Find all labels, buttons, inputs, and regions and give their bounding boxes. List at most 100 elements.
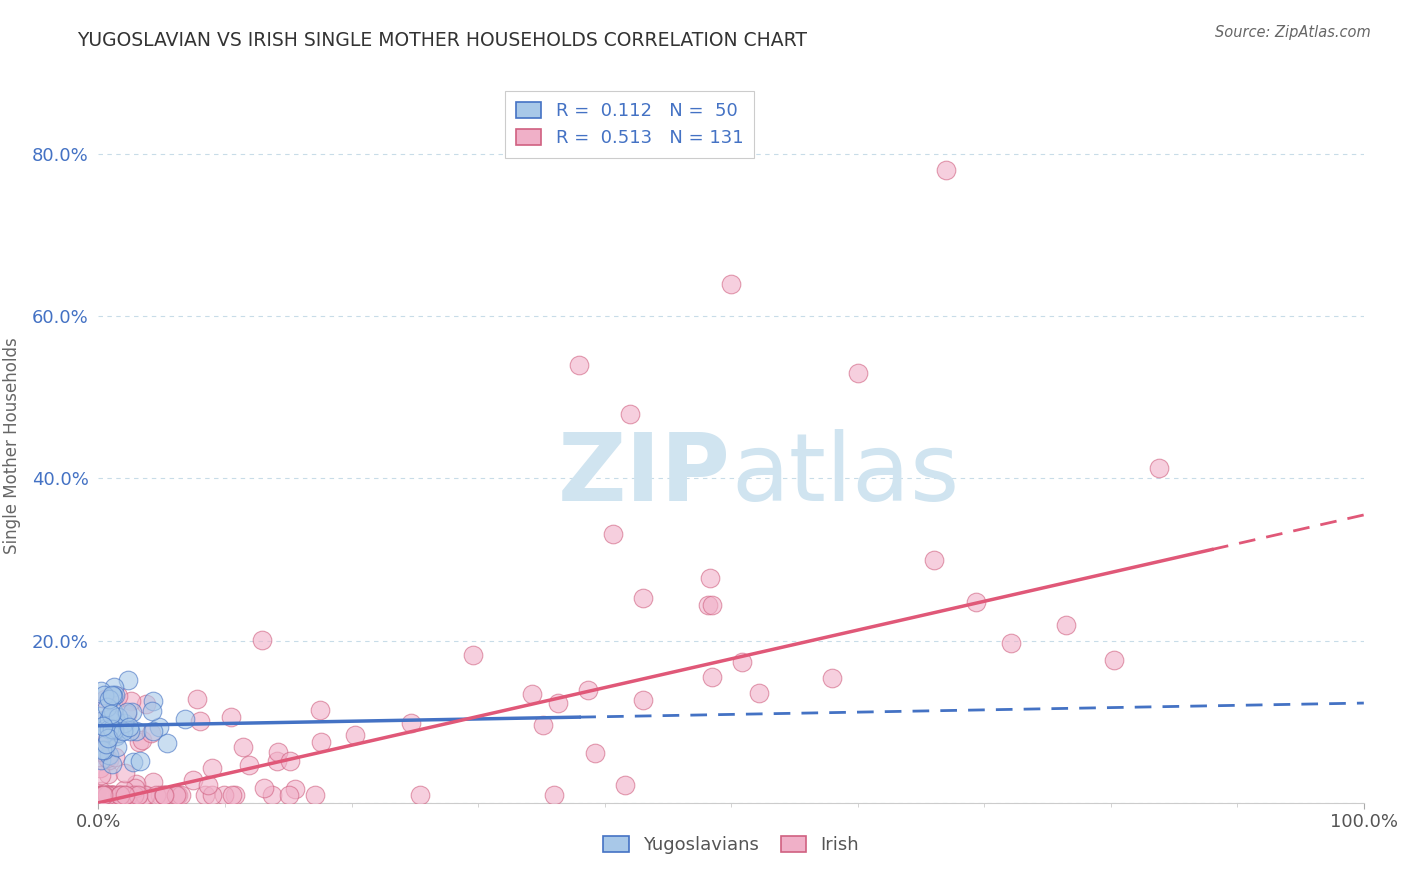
Point bbox=[89, 788, 111, 802]
Point bbox=[188, 714, 211, 728]
Point bbox=[124, 788, 146, 802]
Point bbox=[115, 706, 138, 721]
Point bbox=[602, 526, 624, 541]
Point bbox=[1102, 653, 1125, 667]
Point bbox=[531, 718, 554, 732]
Point bbox=[112, 721, 135, 735]
Point bbox=[221, 788, 243, 802]
Point bbox=[148, 720, 170, 734]
Point bbox=[98, 788, 121, 802]
Point bbox=[124, 788, 146, 802]
Point bbox=[965, 595, 987, 609]
Point bbox=[262, 788, 284, 802]
Point bbox=[90, 753, 112, 767]
Point bbox=[186, 692, 208, 706]
Point bbox=[197, 778, 219, 792]
Point bbox=[90, 728, 112, 742]
Point bbox=[117, 673, 139, 687]
Point bbox=[91, 788, 114, 802]
Point bbox=[935, 163, 957, 178]
Point bbox=[700, 670, 723, 684]
Point bbox=[96, 734, 118, 748]
Point bbox=[100, 711, 122, 725]
Point bbox=[91, 719, 114, 733]
Point bbox=[93, 743, 115, 757]
Point bbox=[107, 788, 129, 802]
Point bbox=[181, 772, 204, 787]
Text: Source: ZipAtlas.com: Source: ZipAtlas.com bbox=[1215, 25, 1371, 40]
Point bbox=[614, 778, 637, 792]
Point bbox=[253, 781, 276, 796]
Point bbox=[98, 712, 121, 726]
Point bbox=[118, 720, 141, 734]
Point bbox=[96, 788, 118, 802]
Point bbox=[105, 739, 128, 754]
Point bbox=[166, 788, 188, 802]
Point bbox=[124, 724, 146, 739]
Text: YUGOSLAVIAN VS IRISH SINGLE MOTHER HOUSEHOLDS CORRELATION CHART: YUGOSLAVIAN VS IRISH SINGLE MOTHER HOUSE… bbox=[77, 31, 807, 50]
Point bbox=[96, 732, 118, 747]
Point bbox=[90, 684, 112, 698]
Point bbox=[96, 788, 118, 802]
Point bbox=[90, 714, 112, 728]
Point bbox=[152, 788, 174, 802]
Point bbox=[100, 788, 122, 802]
Point bbox=[135, 788, 157, 802]
Point bbox=[731, 656, 754, 670]
Point bbox=[219, 710, 242, 724]
Point bbox=[90, 768, 112, 782]
Point bbox=[97, 767, 120, 781]
Y-axis label: Single Mother Households: Single Mother Households bbox=[3, 338, 21, 554]
Point bbox=[101, 788, 124, 802]
Point bbox=[142, 693, 165, 707]
Point bbox=[224, 788, 246, 802]
Point bbox=[720, 277, 742, 291]
Point bbox=[568, 358, 591, 372]
Point bbox=[117, 788, 139, 802]
Point bbox=[93, 688, 115, 702]
Point bbox=[93, 726, 115, 740]
Point bbox=[120, 694, 142, 708]
Point bbox=[135, 697, 157, 711]
Point bbox=[922, 553, 945, 567]
Point bbox=[101, 690, 124, 704]
Point bbox=[101, 788, 124, 802]
Point bbox=[89, 788, 111, 802]
Point bbox=[93, 788, 115, 802]
Point bbox=[114, 788, 136, 802]
Point bbox=[201, 761, 224, 775]
Point bbox=[409, 788, 432, 802]
Point bbox=[96, 788, 118, 802]
Point bbox=[308, 703, 330, 717]
Point bbox=[194, 788, 217, 802]
Point bbox=[101, 788, 124, 802]
Point bbox=[201, 788, 224, 802]
Text: ZIP: ZIP bbox=[558, 428, 731, 521]
Point bbox=[103, 723, 125, 737]
Point bbox=[97, 753, 120, 767]
Point bbox=[156, 735, 179, 749]
Point bbox=[107, 710, 129, 724]
Point bbox=[134, 788, 156, 802]
Point bbox=[399, 716, 422, 731]
Point bbox=[112, 788, 135, 802]
Point bbox=[128, 735, 150, 749]
Point bbox=[90, 788, 112, 802]
Point bbox=[124, 781, 146, 796]
Point bbox=[101, 727, 124, 741]
Point bbox=[122, 755, 145, 769]
Point bbox=[125, 777, 148, 791]
Point bbox=[153, 788, 176, 802]
Point bbox=[94, 716, 117, 731]
Point bbox=[141, 726, 163, 740]
Point bbox=[543, 788, 565, 802]
Point bbox=[96, 751, 118, 765]
Point bbox=[90, 784, 112, 798]
Point bbox=[90, 708, 112, 723]
Point bbox=[108, 788, 131, 802]
Point bbox=[131, 732, 153, 747]
Point bbox=[266, 745, 288, 759]
Point bbox=[101, 723, 124, 737]
Point bbox=[104, 750, 127, 764]
Point bbox=[118, 788, 141, 802]
